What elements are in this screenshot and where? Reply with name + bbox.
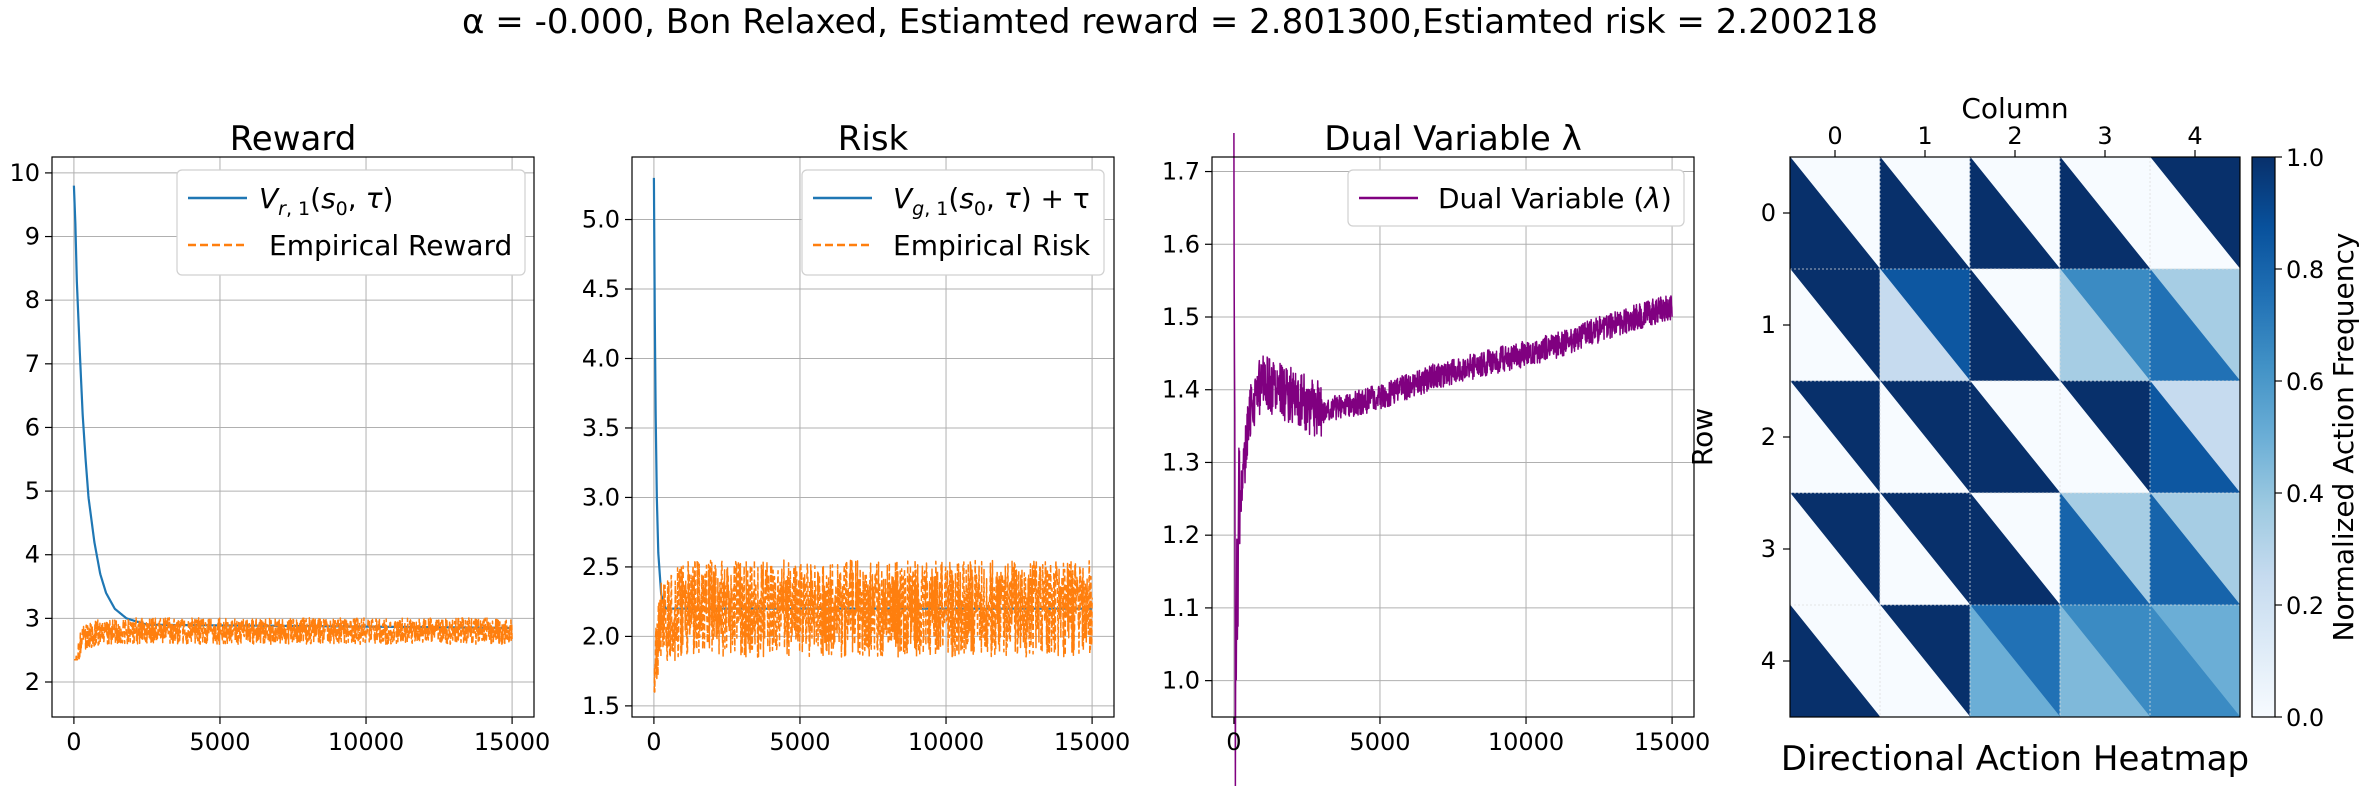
- dual-ytick-label-1: 1.1: [1162, 594, 1200, 622]
- reward-frame: [51, 156, 535, 718]
- risk-xtick-label-0: 0: [646, 728, 661, 756]
- dual-legend-box: [1347, 169, 1685, 227]
- risk-frame: [631, 156, 1115, 718]
- risk-ytick-label-0: 1.5: [582, 692, 620, 720]
- dual-frame: [1211, 156, 1695, 718]
- reward-title: Reward: [230, 119, 357, 159]
- reward-ytick-label-8: 10: [9, 159, 40, 187]
- reward-legend-label-model: Vr, 1(s0, τ): [259, 182, 393, 220]
- dual-xtick-label-1: 5000: [1349, 728, 1410, 756]
- risk-ytick-label-5: 4.0: [582, 344, 620, 372]
- risk-xtick-label-1: 5000: [769, 728, 830, 756]
- reward-ytick-label-1: 3: [25, 604, 40, 632]
- reward-xtick-label-3: 15000: [474, 728, 550, 756]
- risk-legend-label-model: Vg, 1(s0, τ) + τ: [893, 182, 1090, 220]
- risk-title: Risk: [838, 119, 909, 159]
- heatmap-row-label-0: 0: [1761, 199, 1776, 227]
- risk-ytick-label-3: 3.0: [582, 483, 620, 511]
- figure-title: α = -0.000, Bon Relaxed, Estiamted rewar…: [462, 2, 1878, 42]
- risk-ytick-label-4: 3.5: [582, 414, 620, 442]
- dual-ytick-label-4: 1.4: [1162, 376, 1200, 404]
- reward-x-axis: 0 5000 10000 15000: [66, 717, 550, 756]
- dual-plot-area: [1212, 157, 1694, 717]
- heatmap-column-label-4: 4: [2187, 122, 2202, 150]
- heatmap-row-label-2: 2: [1761, 423, 1776, 451]
- heatmap-row-label-4: 4: [1761, 647, 1776, 675]
- heatmap-chart: 0 1 2 3 4 0 1 2 3 4 Column Row Directional Actio…: [1686, 92, 2360, 779]
- reward-xtick-label-1: 5000: [189, 728, 250, 756]
- colorbar-tick-label-2: 0.4: [2286, 480, 2324, 508]
- reward-series: [72, 184, 513, 661]
- risk-ytick-label-6: 4.5: [582, 275, 620, 303]
- heatmap-row-label-1: 1: [1761, 311, 1776, 339]
- reward-ytick-label-3: 5: [25, 477, 40, 505]
- risk-series: [652, 176, 1093, 693]
- risk-xtick-label-2: 10000: [908, 728, 984, 756]
- risk-legend: Vg, 1(s0, τ) + τ Empirical Risk: [801, 169, 1105, 276]
- heatmap-row-axis: 0 1 2 3 4: [1761, 199, 1790, 675]
- dual-series: [1233, 133, 1673, 786]
- risk-legend-box: [801, 169, 1105, 276]
- risk-xtick-label-3: 15000: [1054, 728, 1130, 756]
- risk-ytick-label-7: 5.0: [582, 206, 620, 234]
- reward-ytick-label-5: 7: [25, 350, 40, 378]
- dual-y-axis: 1.0 1.1 1.2 1.3 1.4 1.5 1.6 1.7: [1162, 158, 1212, 695]
- dual-ytick-label-3: 1.3: [1162, 448, 1200, 476]
- colorbar-tick-label-0: 0.0: [2286, 704, 2324, 732]
- colorbar-axis: 0.0 0.2 0.4 0.6 0.8 1.0: [2275, 144, 2324, 732]
- colorbar-tick-label-1: 0.2: [2286, 592, 2324, 620]
- dual-xtick-label-2: 10000: [1488, 728, 1564, 756]
- reward-ytick-label-4: 6: [25, 413, 40, 441]
- reward-legend-label-empirical: Empirical Reward: [269, 229, 512, 262]
- colorbar-tick-label-5: 1.0: [2286, 144, 2324, 172]
- dual-legend: Dual Variable (λ): [1347, 169, 1685, 227]
- dual-xtick-label-3: 15000: [1634, 728, 1710, 756]
- heatmap-cells: [1789, 156, 2241, 718]
- colorbar-tick-label-3: 0.6: [2286, 368, 2324, 396]
- risk-ytick-label-2: 2.5: [582, 553, 620, 581]
- dual-legend-label: Dual Variable (λ): [1438, 182, 1672, 215]
- reward-legend-box: [176, 169, 526, 276]
- reward-xtick-label-2: 10000: [328, 728, 404, 756]
- reward-chart: 0 5000 10000 15000 2 3 4 5 6 7 8 9 10 Reward Vr, 1(…: [9, 119, 550, 756]
- dual-xtick-label-0: 0: [1226, 728, 1241, 756]
- reward-legend: Vr, 1(s0, τ) Empirical Reward: [176, 169, 526, 276]
- reward-y-axis: 2 3 4 5 6 7 8 9 10: [9, 159, 52, 696]
- dual-ytick-label-6: 1.6: [1162, 230, 1200, 258]
- reward-ytick-label-2: 4: [25, 541, 40, 569]
- reward-ytick-label-0: 2: [25, 668, 40, 696]
- heatmap-xlabel: Column: [1961, 92, 2068, 125]
- heatmap-column-label-0: 0: [1827, 122, 1842, 150]
- dual-ytick-label-5: 1.5: [1162, 303, 1200, 331]
- dual-series-0-line: [1233, 133, 1673, 786]
- heatmap-column-label-3: 3: [2097, 122, 2112, 150]
- heatmap-title: Directional Action Heatmap: [1781, 739, 2249, 779]
- risk-ytick-label-1: 2.0: [582, 622, 620, 650]
- dual-ytick-label-2: 1.2: [1162, 521, 1200, 549]
- dual-variable-chart: 0 5000 10000 15000 1.0 1.1 1.2 1.3 1.4 1.5 1.6 1.7…: [1162, 119, 1710, 786]
- dual-x-axis: 0 5000 10000 15000: [1226, 717, 1710, 756]
- colorbar: [2251, 156, 2276, 718]
- heatmap-column-label-2: 2: [2007, 122, 2022, 150]
- heatmap-row-label-3: 3: [1761, 535, 1776, 563]
- colorbar-tick-label-4: 0.8: [2286, 256, 2324, 284]
- risk-legend-label-empirical: Empirical Risk: [893, 229, 1091, 262]
- reward-series-0-line: [72, 184, 513, 630]
- risk-series-1-line: [653, 559, 1093, 693]
- dual-title: Dual Variable λ: [1324, 119, 1581, 159]
- reward-xtick-label-0: 0: [66, 728, 81, 756]
- dual-ytick-label-7: 1.7: [1162, 158, 1200, 186]
- reward-ytick-label-6: 8: [25, 286, 40, 314]
- colorbar-label: Normalized Action Frequency: [2327, 233, 2360, 642]
- heatmap-column-axis: 0 1 2 3 4: [1827, 122, 2203, 157]
- risk-chart: 0 5000 10000 15000 1.5 2.0 2.5 3.0 3.5 4.0 4.5 5.0…: [582, 119, 1130, 756]
- reward-series-1-line: [73, 617, 513, 661]
- heatmap-column-label-1: 1: [1917, 122, 1932, 150]
- risk-x-axis: 0 5000 10000 15000: [646, 717, 1130, 756]
- heatmap-ylabel: Row: [1686, 408, 1719, 466]
- reward-ytick-label-7: 9: [25, 223, 40, 251]
- dual-ytick-label-0: 1.0: [1162, 667, 1200, 695]
- risk-y-axis: 1.5 2.0 2.5 3.0 3.5 4.0 4.5 5.0: [582, 206, 632, 720]
